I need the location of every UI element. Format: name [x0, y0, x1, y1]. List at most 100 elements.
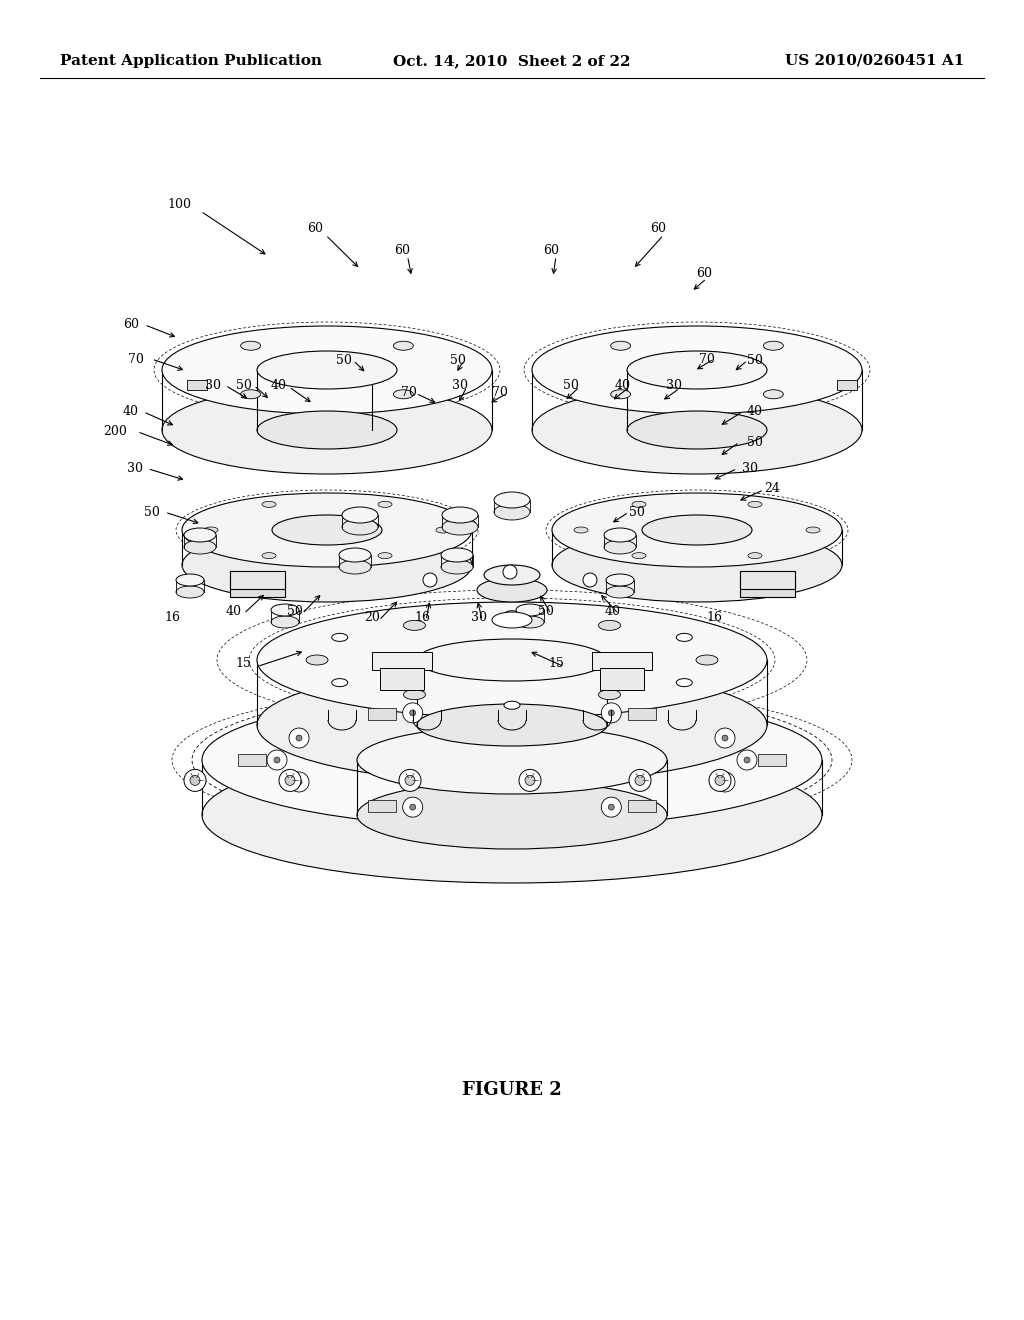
Ellipse shape: [332, 634, 348, 642]
Circle shape: [629, 770, 651, 792]
Ellipse shape: [610, 389, 631, 399]
Ellipse shape: [378, 502, 392, 507]
Text: 50: 50: [236, 379, 252, 392]
Ellipse shape: [806, 527, 820, 533]
Ellipse shape: [342, 507, 378, 523]
Text: 60: 60: [650, 222, 667, 235]
FancyBboxPatch shape: [739, 579, 795, 597]
Ellipse shape: [417, 639, 607, 681]
FancyBboxPatch shape: [372, 652, 432, 671]
Ellipse shape: [184, 540, 216, 554]
Text: 24: 24: [764, 482, 780, 495]
Text: 60: 60: [543, 244, 559, 257]
Circle shape: [410, 804, 416, 810]
Circle shape: [399, 770, 421, 792]
Ellipse shape: [494, 492, 530, 508]
Ellipse shape: [182, 492, 472, 568]
FancyBboxPatch shape: [368, 800, 396, 812]
Ellipse shape: [357, 726, 667, 795]
Text: 50: 50: [563, 379, 580, 392]
Ellipse shape: [598, 620, 621, 631]
Ellipse shape: [632, 502, 646, 507]
Circle shape: [296, 735, 302, 741]
Ellipse shape: [202, 692, 822, 828]
Ellipse shape: [504, 611, 520, 619]
Ellipse shape: [632, 553, 646, 558]
Text: 70: 70: [698, 352, 715, 366]
Circle shape: [296, 779, 302, 785]
Circle shape: [289, 729, 309, 748]
Ellipse shape: [441, 548, 473, 562]
Circle shape: [583, 573, 597, 587]
Text: US 2010/0260451 A1: US 2010/0260451 A1: [784, 54, 964, 69]
FancyBboxPatch shape: [628, 708, 656, 721]
Circle shape: [503, 565, 517, 579]
Text: 30: 30: [666, 379, 682, 392]
Ellipse shape: [552, 528, 842, 602]
Ellipse shape: [484, 565, 540, 585]
Text: 50: 50: [629, 506, 645, 519]
Ellipse shape: [257, 602, 767, 718]
Ellipse shape: [604, 528, 636, 543]
Text: 30: 30: [127, 462, 143, 475]
Ellipse shape: [393, 342, 414, 350]
Circle shape: [274, 756, 280, 763]
Circle shape: [289, 772, 309, 792]
Circle shape: [184, 770, 206, 792]
Ellipse shape: [262, 502, 276, 507]
Ellipse shape: [339, 548, 371, 562]
Text: 30: 30: [471, 611, 487, 624]
Text: 70: 70: [400, 385, 417, 399]
Ellipse shape: [257, 351, 397, 389]
Text: 60: 60: [696, 267, 713, 280]
Ellipse shape: [332, 678, 348, 686]
Ellipse shape: [494, 504, 530, 520]
Circle shape: [525, 775, 535, 785]
Ellipse shape: [606, 574, 634, 586]
Circle shape: [190, 775, 200, 785]
Text: Oct. 14, 2010  Sheet 2 of 22: Oct. 14, 2010 Sheet 2 of 22: [393, 54, 631, 69]
Ellipse shape: [676, 634, 692, 642]
Ellipse shape: [272, 515, 382, 545]
Ellipse shape: [271, 616, 299, 628]
Ellipse shape: [442, 507, 478, 523]
Text: 40: 40: [270, 379, 287, 392]
Circle shape: [279, 770, 301, 792]
Text: 50: 50: [538, 605, 554, 618]
Text: 30: 30: [205, 379, 221, 392]
Text: 70: 70: [128, 352, 144, 366]
Text: 40: 40: [225, 605, 242, 618]
Text: 70: 70: [492, 385, 508, 399]
Ellipse shape: [748, 553, 762, 558]
Ellipse shape: [436, 527, 450, 533]
Ellipse shape: [417, 704, 607, 746]
Text: 40: 40: [614, 379, 631, 392]
Text: 20: 20: [364, 611, 380, 624]
Ellipse shape: [552, 492, 842, 568]
Text: 100: 100: [167, 198, 191, 211]
Text: 40: 40: [604, 605, 621, 618]
Ellipse shape: [748, 502, 762, 507]
Text: 60: 60: [123, 318, 139, 331]
Circle shape: [406, 775, 415, 785]
Circle shape: [715, 772, 735, 792]
Circle shape: [715, 729, 735, 748]
Text: 16: 16: [415, 611, 431, 624]
Text: 40: 40: [123, 405, 139, 418]
FancyBboxPatch shape: [758, 754, 786, 766]
Text: 15: 15: [548, 657, 564, 671]
Ellipse shape: [378, 553, 392, 558]
Ellipse shape: [532, 385, 862, 474]
Text: 40: 40: [746, 405, 763, 418]
Ellipse shape: [162, 326, 492, 414]
Ellipse shape: [257, 411, 397, 449]
FancyBboxPatch shape: [837, 380, 857, 389]
Ellipse shape: [477, 578, 547, 602]
Circle shape: [608, 710, 614, 715]
FancyBboxPatch shape: [229, 572, 285, 589]
Ellipse shape: [627, 351, 767, 389]
Ellipse shape: [516, 616, 544, 628]
Ellipse shape: [176, 574, 204, 586]
Ellipse shape: [604, 540, 636, 554]
Ellipse shape: [763, 342, 783, 350]
